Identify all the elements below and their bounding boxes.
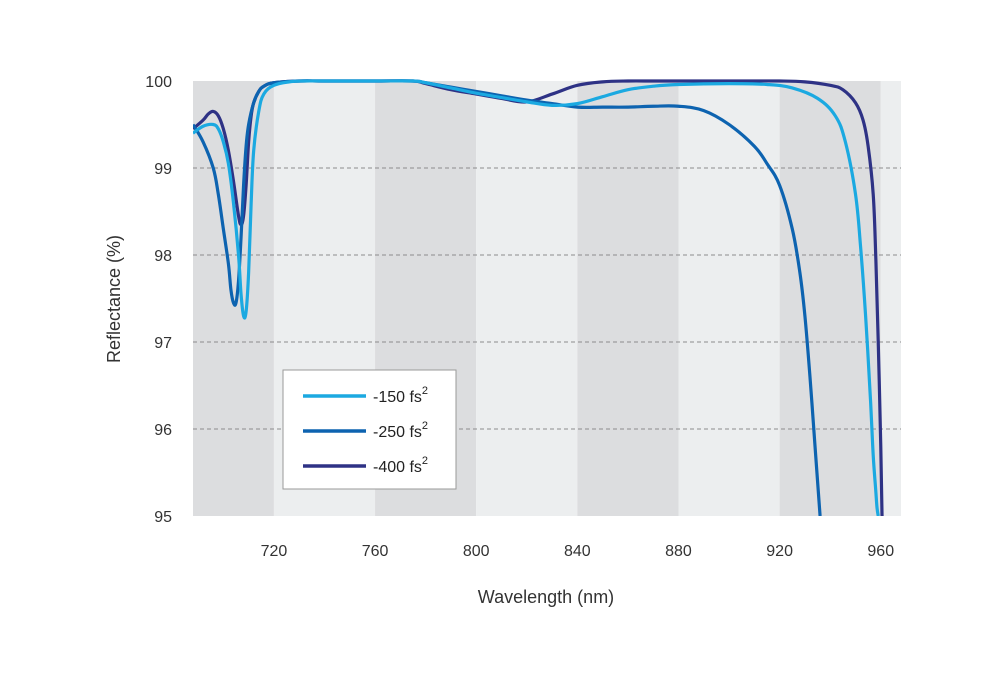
background-band [577, 81, 679, 516]
background-band [880, 81, 901, 516]
x-tick-label: 760 [362, 543, 389, 560]
y-tick-label: 99 [154, 161, 172, 178]
y-tick-label: 97 [154, 335, 172, 352]
gridlines [193, 167, 901, 430]
series-lines [193, 79, 884, 516]
y-tick-label: 95 [154, 509, 172, 526]
legend-label: -400 fs2 [373, 455, 428, 476]
legend-label: -150 fs2 [373, 385, 428, 406]
y-tick-label: 96 [154, 422, 172, 439]
x-tick-label: 720 [261, 543, 288, 560]
legend-superscript: 2 [422, 455, 428, 467]
x-tick-label: 880 [665, 543, 692, 560]
background-band [678, 81, 780, 516]
background-bands [193, 81, 901, 516]
series-line [193, 79, 884, 516]
x-tick-label: 840 [564, 543, 591, 560]
series-line [193, 79, 880, 516]
background-band [476, 81, 578, 516]
x-axis-title: Wavelength (nm) [478, 587, 614, 607]
y-tick-label: 98 [154, 248, 172, 265]
y-tick-label: 100 [145, 74, 172, 91]
legend-superscript: 2 [422, 385, 428, 397]
y-tick-labels: 95 96 97 98 99 100 [145, 74, 172, 526]
legend-superscript: 2 [422, 420, 428, 432]
x-tick-labels: 720 760 800 840 880 920 960 [261, 543, 895, 560]
x-tick-label: 800 [463, 543, 490, 560]
x-tick-label: 960 [867, 543, 894, 560]
legend-label: -250 fs2 [373, 420, 428, 441]
y-axis-title: Reflectance (%) [104, 235, 124, 363]
legend: -150 fs2 -250 fs2 -400 fs2 [282, 369, 457, 490]
x-tick-label: 920 [766, 543, 793, 560]
